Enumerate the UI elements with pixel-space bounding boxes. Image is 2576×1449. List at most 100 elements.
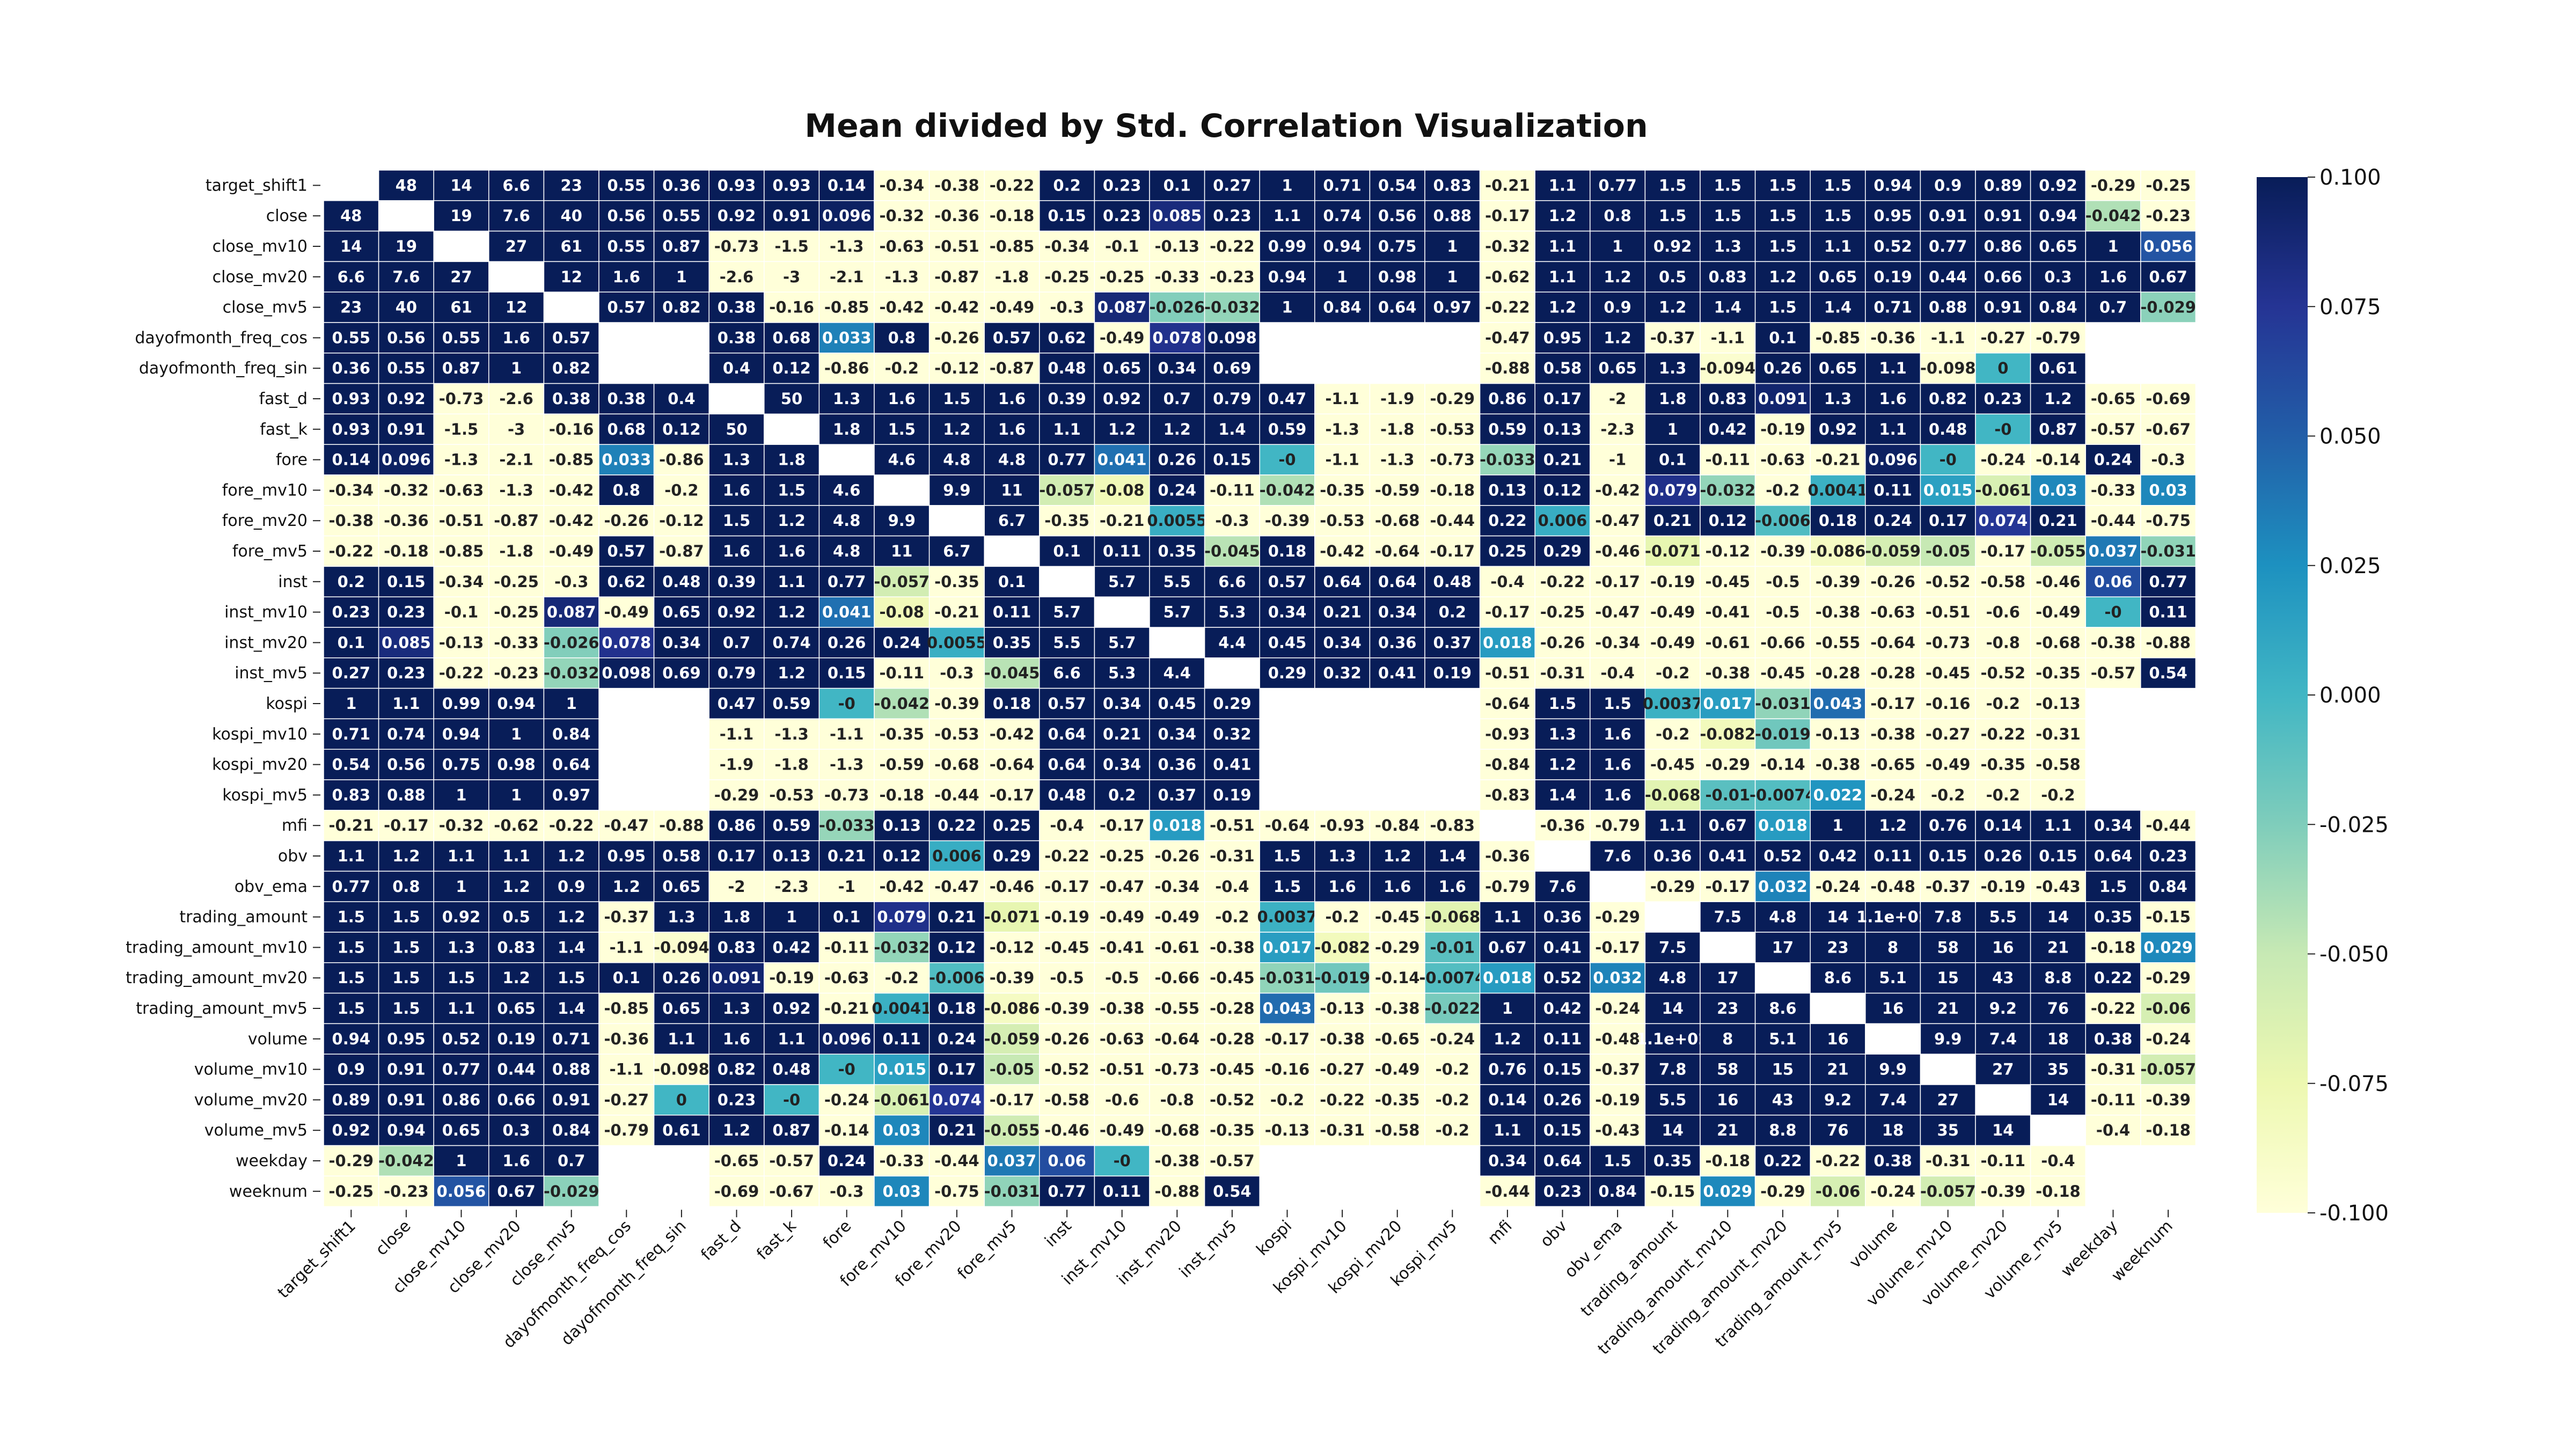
heatmap-cell xyxy=(653,535,709,567)
heatmap-cell xyxy=(2140,230,2197,262)
cell-value-label: -0.082 xyxy=(1314,938,1370,956)
cell-value-label: -0.85 xyxy=(1816,328,1861,347)
cell-value-label: -0.21 xyxy=(1100,511,1145,530)
heatmap-cell xyxy=(2140,657,2197,689)
heatmap-cell xyxy=(2140,413,2197,445)
heatmap-cell xyxy=(323,230,379,262)
cell-value-label: 0.77 xyxy=(1048,1182,1086,1201)
cell-value-label: -0.42 xyxy=(880,298,925,317)
heatmap-cell xyxy=(1810,170,1866,201)
cell-value-label: -0.46 xyxy=(2036,573,2081,591)
row-label: weekday xyxy=(236,1152,308,1170)
cell-value-label: -0.48 xyxy=(1870,877,1915,896)
heatmap-cell xyxy=(1314,230,1371,262)
heatmap-cell xyxy=(1369,566,1425,597)
cell-value-label: 0.92 xyxy=(2039,176,2077,194)
cell-value-label: 1.5 xyxy=(1824,176,1851,194)
cell-value-label: -0.39 xyxy=(934,694,979,713)
heatmap-cell xyxy=(1204,566,1260,597)
cell-value-label: -0.53 xyxy=(934,725,979,743)
cell-value-label: 0.13 xyxy=(1543,420,1582,438)
cell-value-label: -0.15 xyxy=(2146,908,2191,926)
colorbar-tick-label: 0.050 xyxy=(2319,425,2381,449)
cell-value-label: -0 xyxy=(1278,451,1296,469)
heatmap-cell xyxy=(2030,322,2086,354)
cell-value-label: 0.21 xyxy=(1103,725,1141,743)
heatmap-cell xyxy=(818,718,875,750)
cell-value-label: 50 xyxy=(726,420,747,438)
cell-value-label: 0.52 xyxy=(1543,969,1582,987)
heatmap-cell xyxy=(818,200,875,232)
cell-value-label: -0.29 xyxy=(2091,176,2136,194)
heatmap-cell xyxy=(543,383,599,415)
cell-value-label: 0.8 xyxy=(888,328,916,347)
cell-value-label: 1.1 xyxy=(1549,237,1576,255)
cell-value-label: 0.71 xyxy=(552,1030,591,1048)
cell-value-label: -0.26 xyxy=(1540,633,1585,652)
cell-value-label: 0.67 xyxy=(1709,816,1747,835)
cell-value-label: -0.042 xyxy=(874,694,930,713)
heatmap-cell xyxy=(598,474,655,506)
cell-value-label: -0.49 xyxy=(1155,908,1200,926)
cell-value-label: 0.88 xyxy=(1929,298,1967,317)
row-label: close_mv5 xyxy=(223,298,308,317)
cell-value-label: 0.0041 xyxy=(1808,481,1868,499)
row-label: fore_mv20 xyxy=(222,511,308,530)
cell-value-label: -0.44 xyxy=(2091,511,2136,530)
cell-value-label: 0.037 xyxy=(987,1152,1037,1170)
cell-value-label: 0.91 xyxy=(772,207,811,225)
cell-value-label: 0.0037 xyxy=(1643,694,1703,713)
heatmap-cell xyxy=(708,200,765,232)
cell-value-label: 0.23 xyxy=(1103,176,1141,194)
cell-value-label: -0.57 xyxy=(2091,664,2136,682)
cell-value-label: 0.52 xyxy=(1874,237,1912,255)
cell-value-label: 21 xyxy=(1717,1121,1738,1139)
cell-value-label: 15 xyxy=(1937,969,1959,987)
row-label: dayofmonth_freq_cos xyxy=(135,328,308,347)
cell-value-label: 8 xyxy=(1887,938,1898,956)
cell-value-label: 0.2 xyxy=(1053,176,1080,194)
cell-value-label: 0.55 xyxy=(442,328,481,347)
cell-value-label: 16 xyxy=(1882,999,1904,1018)
heatmap-cell xyxy=(378,687,434,720)
heatmap-cell xyxy=(1204,687,1260,720)
heatmap-cell xyxy=(1534,749,1591,780)
cell-value-label: 5.5 xyxy=(1989,908,2017,926)
cell-value-label: 0.83 xyxy=(1709,390,1747,408)
cell-value-label: -0.22 xyxy=(1485,298,1530,317)
cell-value-label: 0.12 xyxy=(1543,481,1582,499)
cell-value-label: 0.23 xyxy=(387,664,426,682)
cell-value-label: 0.45 xyxy=(1268,633,1307,652)
cell-value-label: -0.14 xyxy=(1375,969,1420,987)
cell-value-label: 0.3 xyxy=(2044,268,2072,286)
cell-value-label: -0.11 xyxy=(824,938,869,956)
cell-value-label: 0.65 xyxy=(1103,359,1141,377)
cell-value-label: 0.2 xyxy=(1439,603,1466,621)
cell-value-label: 1.5 xyxy=(448,969,475,987)
cell-value-label: 1.5 xyxy=(1769,207,1796,225)
cell-value-label: 1 xyxy=(511,786,522,804)
cell-value-label: 0.45 xyxy=(1158,694,1197,713)
cell-value-label: -0.032 xyxy=(544,664,599,682)
heatmap-cell xyxy=(1204,200,1260,232)
cell-value-label: -0.17 xyxy=(1430,542,1475,560)
cell-value-label: 1.1 xyxy=(778,1030,805,1048)
cell-value-label: -0.69 xyxy=(714,1182,759,1201)
cell-value-label: 0.1 xyxy=(998,573,1026,591)
heatmap-cell xyxy=(1700,291,1756,323)
cell-value-label: 0.57 xyxy=(993,328,1031,347)
cell-value-label: -0.24 xyxy=(1870,1182,1915,1201)
cell-value-label: 0.71 xyxy=(1874,298,1912,317)
heatmap-cell xyxy=(1259,444,1315,475)
cell-value-label: 5.3 xyxy=(1218,603,1246,621)
heatmap-cell xyxy=(1644,353,1701,384)
heatmap-cell xyxy=(1039,505,1095,537)
cell-value-label: -1.3 xyxy=(830,756,863,774)
heatmap-cell xyxy=(2085,291,2141,323)
cell-value-label: -0.88 xyxy=(1485,359,1530,377)
cell-value-label: 1.6 xyxy=(1604,756,1631,774)
row-labels: target_shift1closeclose_mv10close_mv20cl… xyxy=(126,176,320,1201)
cell-value-label: 0.52 xyxy=(442,1030,481,1048)
cell-value-label: -0.26 xyxy=(934,328,979,347)
heatmap-cell xyxy=(433,627,489,658)
